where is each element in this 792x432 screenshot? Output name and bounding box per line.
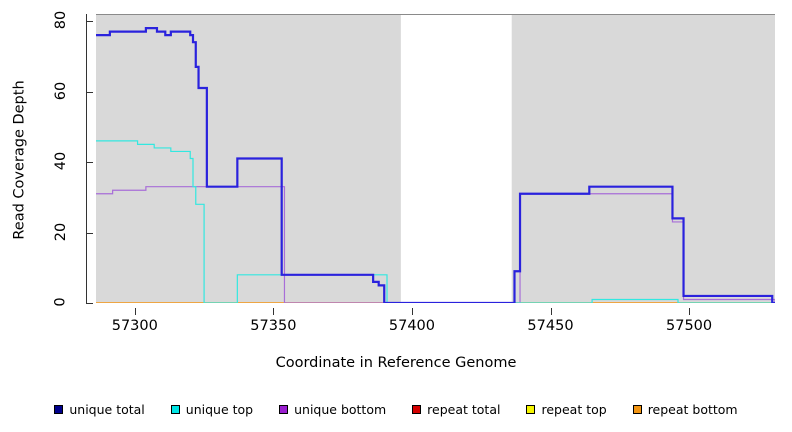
- y-tick-label-wrap: 40: [44, 151, 78, 171]
- x-axis-title: Coordinate in Reference Genome: [275, 355, 517, 371]
- legend-swatch-icon: [632, 404, 642, 414]
- legend-swatch-icon: [54, 404, 64, 414]
- y-tick-label-wrap: 60: [44, 81, 78, 100]
- y-tick-mark: [86, 232, 93, 234]
- legend-item-repeat-total[interactable]: repeat total: [412, 402, 500, 417]
- legend-label: repeat bottom: [647, 401, 738, 417]
- legend-swatch-icon: [412, 404, 422, 414]
- x-tick-label: 57450: [527, 318, 574, 334]
- legend-label: repeat top: [541, 401, 607, 417]
- x-tick-mark: [689, 308, 691, 315]
- x-tick-label: 57300: [111, 318, 158, 334]
- y-tick-mark: [86, 21, 93, 23]
- y-tick-mark: [86, 162, 93, 164]
- y-axis-line: [86, 14, 87, 303]
- chart-legend: unique total unique top unique bottom repea…: [0, 398, 792, 420]
- y-axis-title: Read Coverage Depth: [0, 0, 40, 320]
- plot-area: [96, 14, 775, 303]
- legend-swatch-icon: [526, 404, 536, 414]
- y-tick-label-wrap: 0: [44, 294, 78, 310]
- y-tick-mark: [86, 303, 93, 304]
- shaded-region-1: [511, 14, 775, 303]
- legend-item-unique-top[interactable]: unique top: [170, 401, 254, 417]
- y-tick-label: 60: [52, 81, 69, 100]
- legend-label: unique total: [69, 401, 145, 417]
- x-tick-mark: [273, 308, 275, 315]
- y-tick-label-wrap: 80: [44, 10, 78, 30]
- x-tick-label: 57400: [388, 318, 436, 334]
- legend-label: unique top: [185, 401, 254, 417]
- legend-swatch-icon: [279, 404, 289, 414]
- x-tick-mark: [411, 308, 413, 315]
- x-tick-label: 57500: [666, 318, 713, 334]
- legend-item-repeat-top[interactable]: repeat top: [526, 401, 607, 417]
- legend-item-repeat-bottom[interactable]: repeat bottom: [632, 401, 738, 417]
- legend-swatch-icon: [170, 404, 180, 414]
- legend-label: unique bottom: [294, 401, 387, 417]
- legend-item-unique-bottom[interactable]: unique bottom: [279, 402, 386, 417]
- legend-label: repeat total: [427, 401, 501, 417]
- x-axis-line: [96, 309, 775, 310]
- y-tick-label: 40: [52, 151, 69, 171]
- x-tick-mark: [134, 308, 136, 315]
- legend-item-unique-total[interactable]: unique total: [54, 401, 145, 417]
- series-unique-top: [96, 140, 775, 303]
- x-tick-mark: [550, 308, 552, 315]
- y-tick-label: 80: [52, 10, 69, 30]
- y-tick-label: 0: [52, 297, 69, 307]
- x-tick-label: 57350: [250, 318, 297, 334]
- y-tick-label-wrap: 20: [44, 222, 78, 241]
- y-tick-mark: [86, 91, 93, 93]
- series-unique-total: [96, 27, 775, 303]
- y-tick-label: 20: [52, 222, 69, 241]
- plot-svg: [96, 14, 775, 303]
- y-axis-title-text: Read Coverage Depth: [12, 80, 29, 240]
